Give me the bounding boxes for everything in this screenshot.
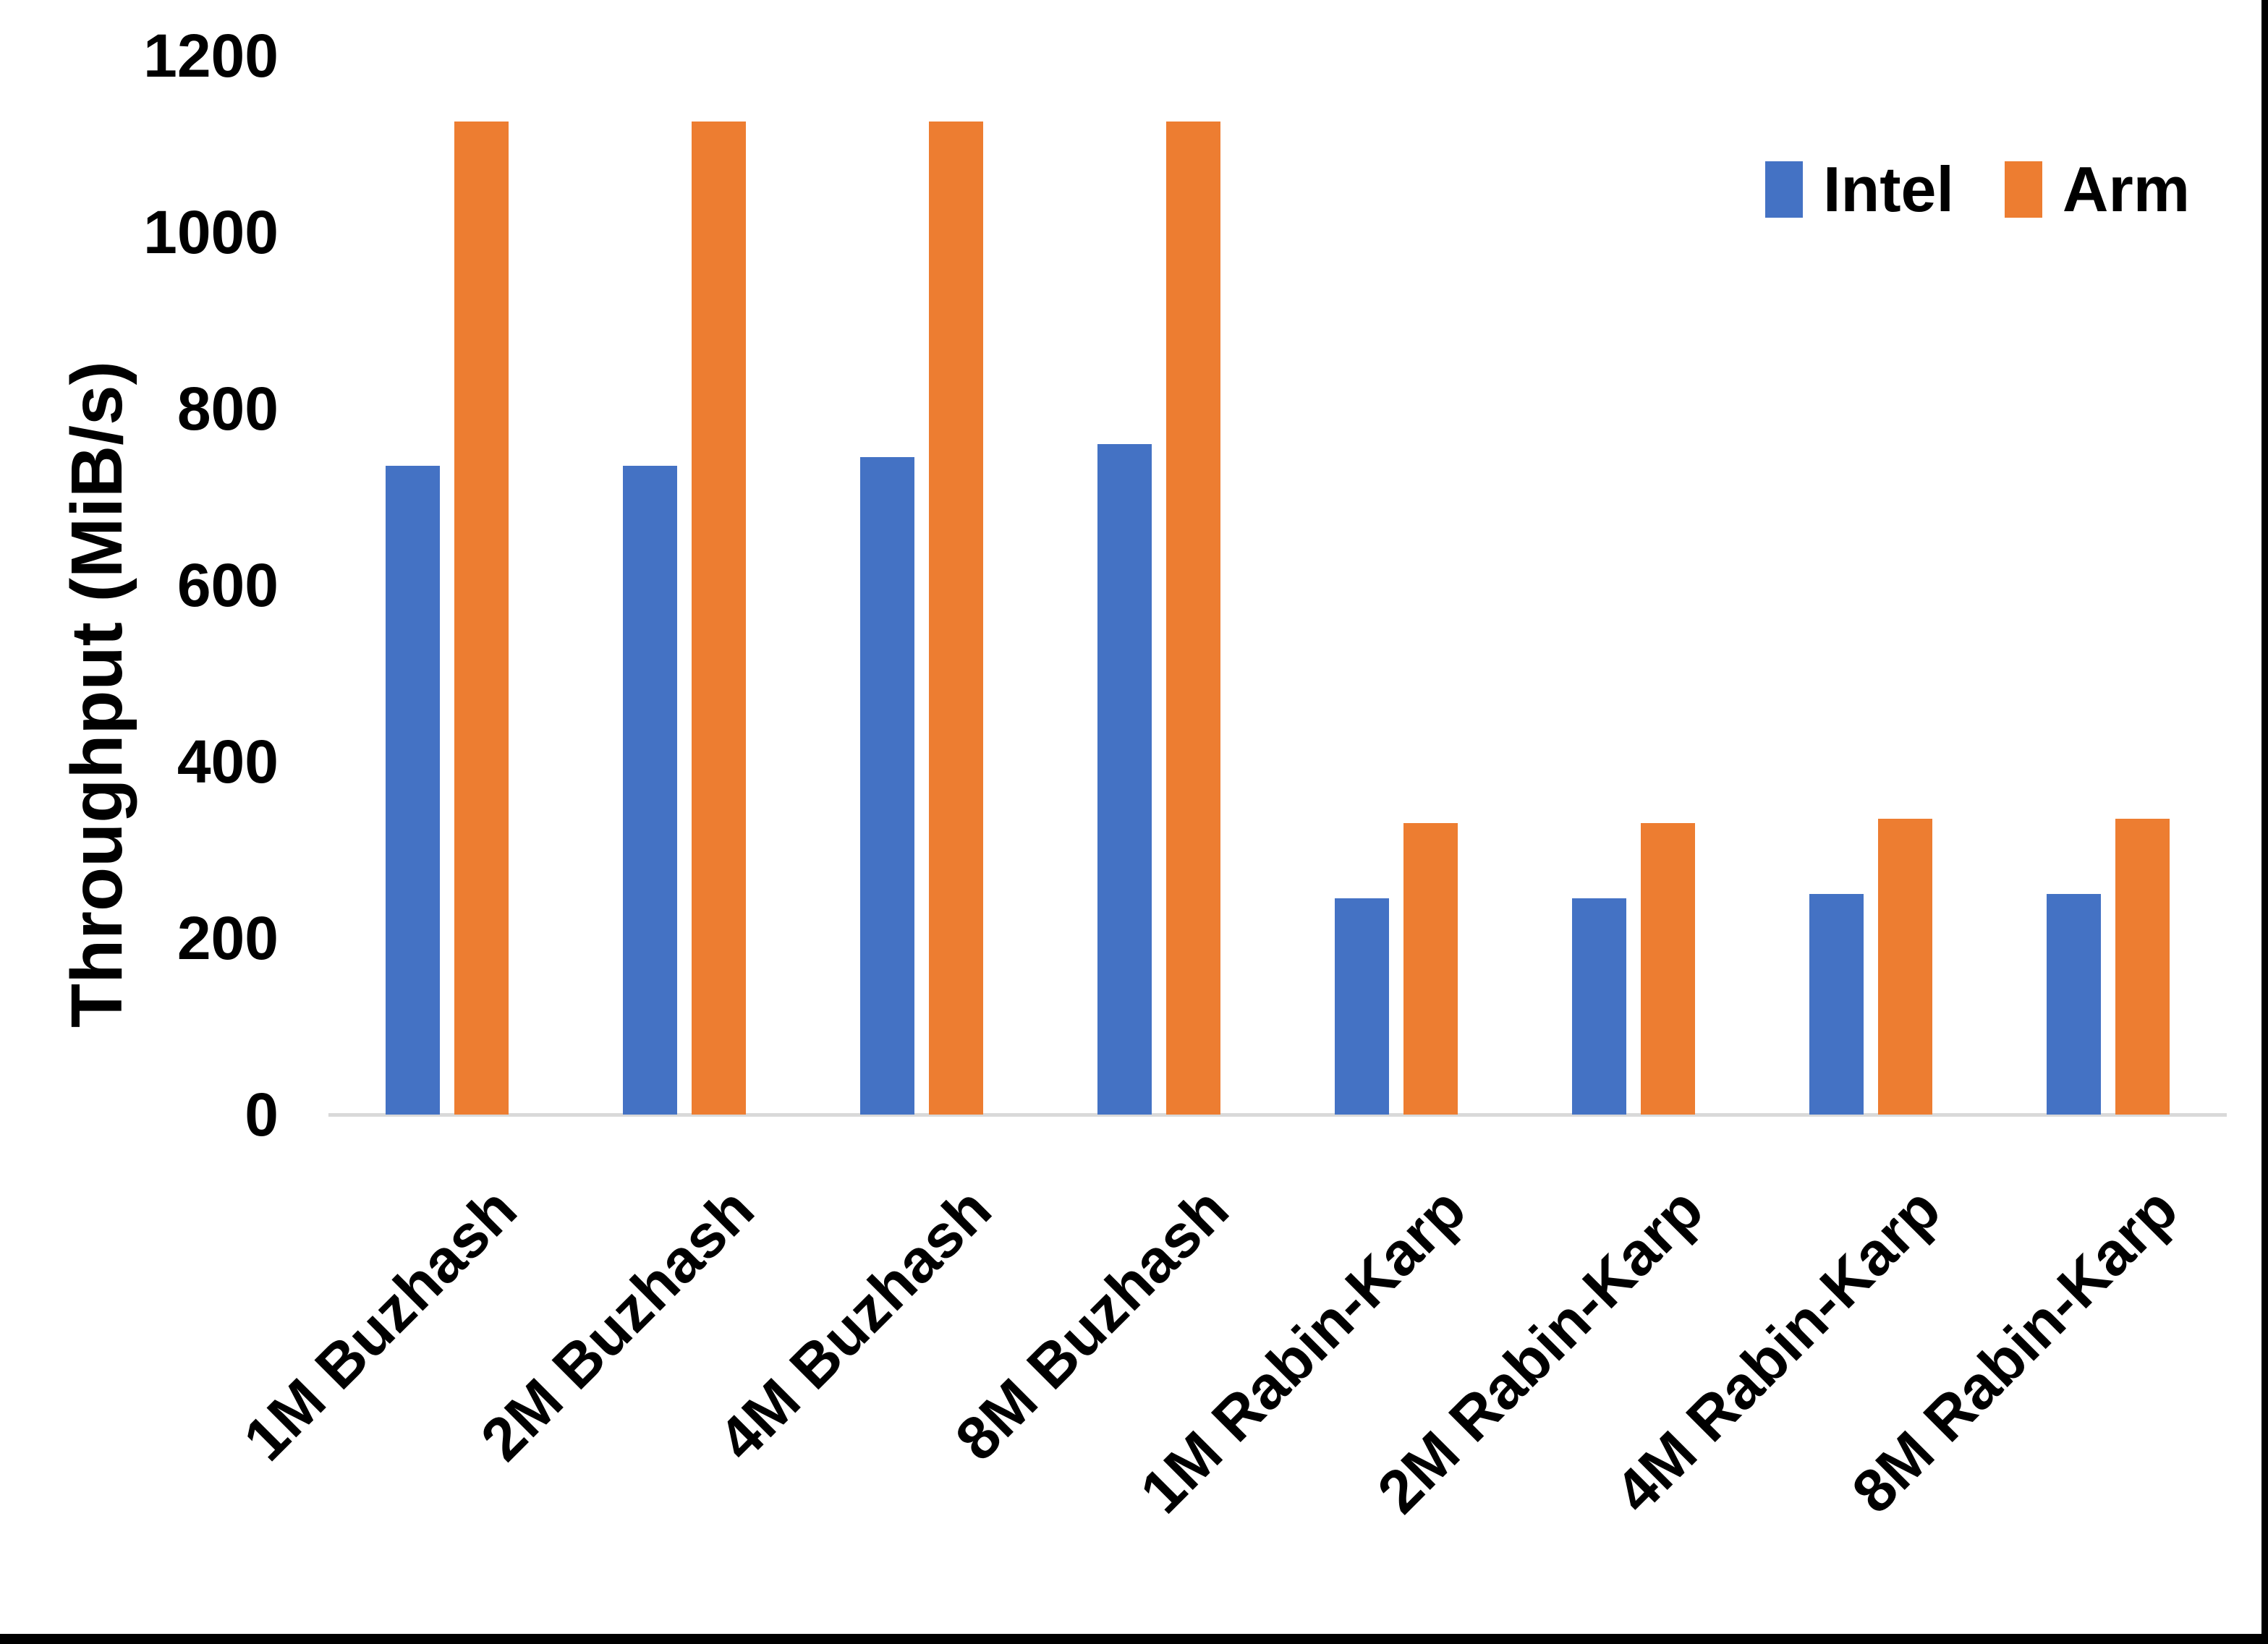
image-border-bottom <box>0 1634 2268 1644</box>
bar-arm-4 <box>1166 122 1220 1115</box>
bar-intel-7 <box>1809 894 1864 1115</box>
bar-intel-6 <box>1572 898 1626 1115</box>
bar-arm-6 <box>1641 823 1695 1115</box>
image-border-right <box>2261 0 2268 1644</box>
y-tick-label: 400 <box>177 728 279 796</box>
y-tick-label: 200 <box>177 904 279 972</box>
x-axis-line <box>328 1113 2227 1117</box>
bar-intel-4 <box>1097 444 1152 1115</box>
legend-item-intel: Intel <box>1765 153 1954 226</box>
legend: Intel Arm <box>1765 153 2190 226</box>
y-tick-label: 0 <box>245 1081 279 1149</box>
y-tick-label: 1000 <box>143 198 279 266</box>
bar-arm-1 <box>454 122 509 1115</box>
bar-intel-1 <box>386 466 440 1115</box>
bar-arm-3 <box>929 122 983 1115</box>
bar-arm-5 <box>1403 823 1458 1115</box>
bar-intel-3 <box>860 457 914 1115</box>
bar-intel-8 <box>2047 894 2101 1115</box>
legend-marker-intel <box>1765 161 1803 218</box>
legend-label: Intel <box>1823 153 1954 225</box>
bar-arm-7 <box>1878 819 1932 1115</box>
legend-label: Arm <box>2062 153 2190 225</box>
y-tick-label: 600 <box>177 551 279 619</box>
y-tick-label: 800 <box>177 375 279 443</box>
bar-intel-5 <box>1335 898 1389 1115</box>
bar-intel-2 <box>623 466 677 1115</box>
y-tick-label: 1200 <box>143 22 279 90</box>
legend-marker-arm <box>2004 161 2042 218</box>
x-category-label: 1M Buzhash <box>230 1175 530 1474</box>
bar-arm-2 <box>692 122 746 1115</box>
bar-arm-8 <box>2115 819 2170 1115</box>
legend-item-arm: Arm <box>2004 153 2190 226</box>
